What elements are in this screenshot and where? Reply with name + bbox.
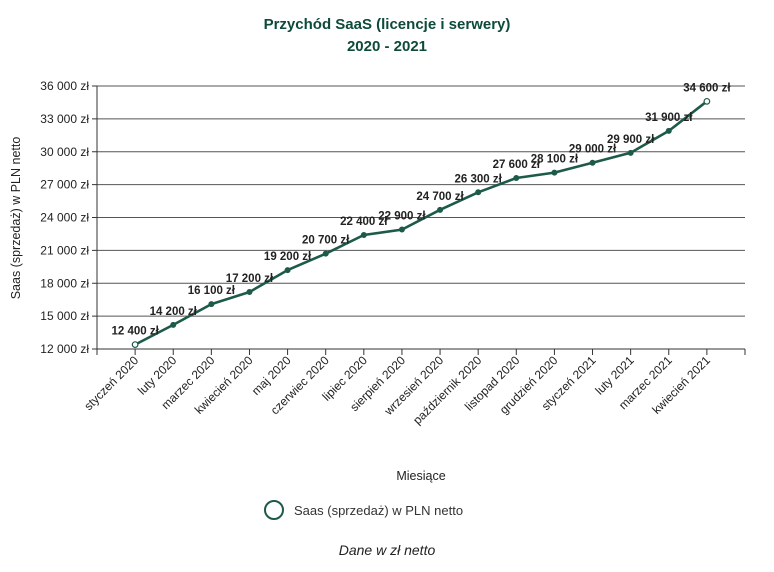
data-label: 22 900 zł [378, 211, 426, 223]
data-point[interactable] [437, 206, 444, 213]
data-label: 22 400 zł [340, 216, 388, 228]
data-point[interactable] [398, 226, 405, 233]
x-axis-title: Miesiące [396, 469, 445, 483]
data-point[interactable] [703, 97, 711, 105]
data-point[interactable] [322, 250, 329, 257]
y-tick-label: 33 000 zł [40, 112, 89, 126]
data-point[interactable] [131, 341, 139, 349]
data-label: 28 100 zł [531, 154, 579, 166]
y-tick-label: 18 000 zł [40, 276, 89, 290]
y-tick-label: 21 000 zł [40, 243, 89, 257]
chart-title-block: Przychód SaaS (licencje i serwery) 2020 … [0, 14, 774, 58]
data-label: 12 400 zł [111, 326, 159, 338]
data-point[interactable] [589, 159, 596, 166]
data-label: 17 200 zł [226, 273, 274, 285]
data-label: 29 000 zł [569, 144, 617, 156]
y-tick-label: 36 000 zł [40, 79, 89, 93]
series-line [134, 100, 708, 346]
legend-label: Saas (sprzedaż) w PLN netto [294, 502, 464, 518]
y-axis-ticks: 12 000 zł 15 000 zł 18 000 zł 21 000 zł 24 0… [40, 79, 97, 356]
data-label: 19 200 zł [264, 251, 312, 263]
x-tick-label: styczeń 2020 [81, 353, 141, 413]
data-point[interactable] [208, 301, 215, 308]
chart-caption: Dane w zł netto [338, 542, 436, 558]
data-point[interactable] [627, 149, 634, 156]
y-tick-label: 12 000 zł [40, 342, 89, 356]
series-line-group [134, 100, 708, 346]
data-label: 20 700 zł [302, 235, 350, 247]
data-label: 24 700 zł [416, 191, 464, 203]
data-point[interactable] [246, 289, 253, 296]
data-point[interactable] [284, 267, 291, 274]
chart-title: Przychód SaaS (licencje i serwery) [263, 16, 511, 33]
data-label: 29 900 zł [607, 134, 655, 146]
data-point[interactable] [360, 232, 367, 239]
x-tick-label: październik 2020 [410, 353, 484, 427]
data-label: 34 600 zł [683, 82, 731, 94]
data-label: 31 900 zł [645, 112, 693, 124]
data-label: 27 600 zł [493, 159, 541, 171]
data-points [131, 97, 711, 349]
y-axis-title: Saas (sprzedaż) w PLN netto [9, 137, 23, 300]
data-label: 16 100 zł [188, 285, 236, 297]
data-label: 14 200 zł [150, 306, 198, 318]
data-point[interactable] [475, 189, 482, 196]
y-tick-label: 15 000 zł [40, 309, 89, 323]
y-tick-label: 30 000 zł [40, 145, 89, 159]
legend-marker-icon [264, 500, 284, 520]
data-label: 26 300 zł [455, 173, 503, 185]
y-tick-label: 27 000 zł [40, 178, 89, 192]
data-point[interactable] [551, 169, 558, 176]
y-tick-label: 24 000 zł [40, 211, 89, 225]
chart-subtitle: 2020 - 2021 [346, 38, 428, 55]
data-point[interactable] [513, 175, 520, 182]
data-point[interactable] [665, 127, 672, 134]
legend[interactable]: Saas (sprzedaż) w PLN netto [264, 497, 463, 523]
data-point[interactable] [170, 321, 177, 328]
